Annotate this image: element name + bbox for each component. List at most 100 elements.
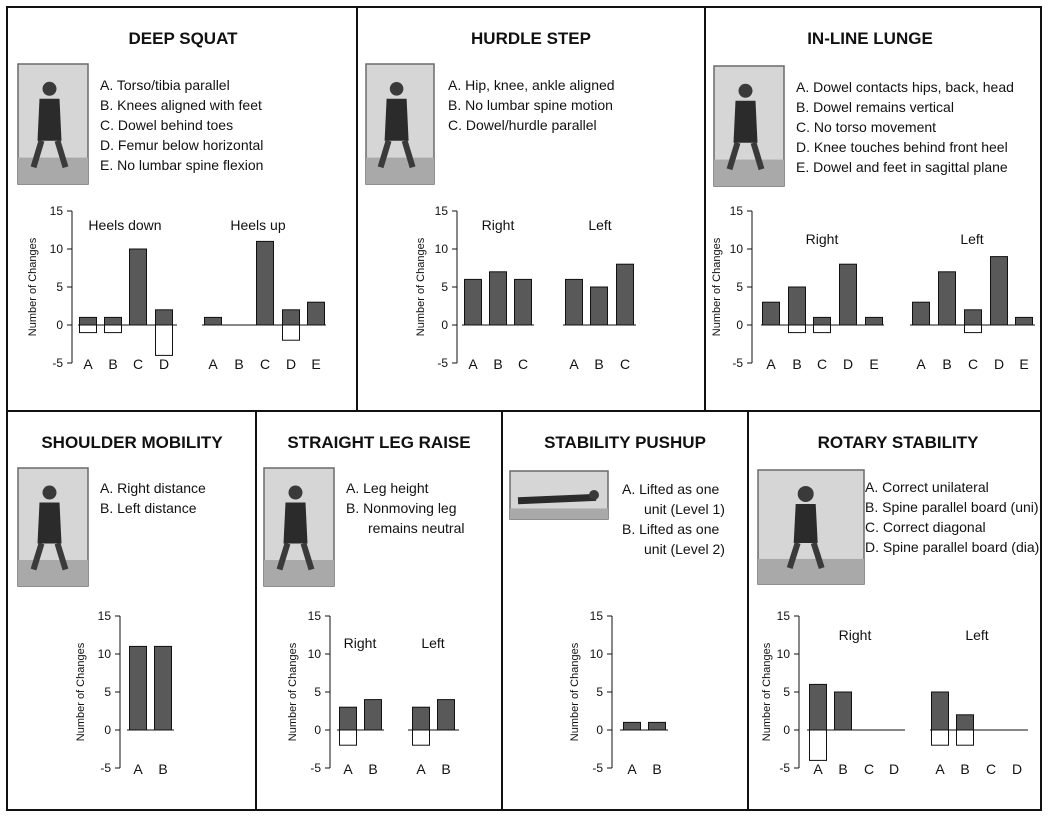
photo-floor	[714, 159, 784, 186]
bar-positive-c	[514, 278, 532, 326]
y-tick-label: 15	[435, 204, 449, 218]
category-label: C	[620, 356, 630, 372]
category-label: B	[108, 356, 117, 372]
category-label: B	[234, 356, 243, 372]
y-axis-label: Number of Changes	[27, 237, 39, 336]
group-label: Left	[960, 231, 983, 247]
bar-positive-d	[839, 263, 857, 326]
y-tick-label: -5	[779, 761, 790, 775]
criterion-item: D. Femur below horizontal	[100, 137, 263, 153]
bar-negative-b	[104, 324, 122, 334]
athlete-head	[797, 485, 814, 502]
category-label: C	[864, 761, 874, 777]
bar-positive-c	[616, 263, 634, 326]
criterion-item: B. Knees aligned with feet	[100, 97, 262, 113]
panel-hurdle-step: HURDLE STEP A. Hip, knee, ankle aligned B.…	[365, 29, 636, 372]
y-tick-label: 15	[308, 609, 322, 623]
criterion-item: A. Lifted as one	[622, 481, 720, 497]
bar-positive-e	[307, 301, 325, 326]
bar-negative-a	[809, 729, 827, 761]
group-label: Right	[482, 217, 515, 233]
group-label: Right	[344, 635, 377, 651]
bar-positive-b	[154, 645, 172, 731]
criterion-item: unit (Level 1)	[644, 501, 725, 517]
category-label: D	[843, 356, 853, 372]
category-label: B	[960, 761, 969, 777]
panel-straight-leg-raise: STRAIGHT LEG RAISE A. Leg height B. Nonmov…	[263, 433, 471, 777]
bar-negative-c	[964, 324, 982, 334]
bar-positive-a	[565, 278, 583, 326]
bar-group: Right A B C D	[807, 627, 905, 777]
exercise-photo	[713, 65, 785, 187]
criterion-item: E. No lumbar spine flexion	[100, 157, 263, 173]
panel-shoulder-mobility: SHOULDER MOBILITY A. Right distance B. Lef…	[17, 433, 223, 777]
bar-positive-a	[762, 301, 780, 326]
category-label: A	[916, 356, 926, 372]
category-label: A	[935, 761, 945, 777]
athlete-legs	[726, 141, 765, 171]
bar-positive-a	[464, 278, 482, 326]
bar-positive-b	[648, 721, 666, 731]
criterion-item: A. Hip, knee, ankle aligned	[448, 77, 615, 93]
criterion-item: A. Leg height	[346, 480, 429, 496]
criterion-item: remains neutral	[368, 520, 465, 536]
bar-positive-c	[964, 309, 982, 326]
y-tick-label: 0	[596, 723, 603, 737]
athlete-head	[42, 81, 57, 96]
y-tick-label: 15	[50, 204, 64, 218]
y-tick-label: 10	[730, 242, 744, 256]
y-tick-label: 0	[56, 318, 63, 332]
y-tick-label: 15	[730, 204, 744, 218]
category-label: D	[889, 761, 899, 777]
y-tick-label: 15	[590, 609, 604, 623]
bar-positive-a	[204, 316, 222, 326]
exercise-photo	[509, 470, 609, 520]
y-tick-label: 5	[736, 280, 743, 294]
category-label: D	[994, 356, 1004, 372]
bar-positive-a	[412, 706, 430, 731]
category-label: A	[569, 356, 579, 372]
photo-floor	[366, 157, 434, 184]
y-axis-label: Number of Changes	[415, 237, 427, 336]
criterion-item: D. Knee touches behind front heel	[796, 139, 1008, 155]
exercise-photo	[263, 467, 335, 587]
criterion-item: C. Dowel/hurdle parallel	[448, 117, 597, 133]
panel-in-line-lunge: IN-LINE LUNGE A. Dowel contacts hips, bac…	[711, 29, 1035, 372]
criterion-item: C. Correct diagonal	[865, 519, 986, 535]
y-tick-label: -5	[732, 356, 743, 370]
athlete-legs	[276, 542, 315, 571]
category-label: E	[1019, 356, 1028, 372]
category-label: A	[813, 761, 823, 777]
y-axis: 15 10 5 0 -5 Number of Changes	[569, 609, 613, 775]
exercise-photo	[365, 63, 435, 185]
bar-group: Left A B C D	[930, 627, 1028, 777]
group-label: Left	[965, 627, 988, 643]
y-axis: 15 10 5 0 -5 Number of Changes	[711, 204, 753, 370]
category-label: C	[133, 356, 143, 372]
category-label: D	[286, 356, 296, 372]
y-axis: 15 10 5 0 -5 Number of Changes	[27, 204, 73, 370]
y-axis-label: Number of Changes	[711, 237, 723, 336]
bar-negative-b	[788, 324, 806, 334]
y-tick-label: -5	[437, 356, 448, 370]
y-tick-label: -5	[52, 356, 63, 370]
y-axis-label: Number of Changes	[761, 642, 773, 741]
panel-title: HURDLE STEP	[471, 29, 591, 48]
criterion-item: B. Nonmoving leg	[346, 500, 457, 516]
bar-positive-d	[990, 256, 1008, 326]
bar-positive-b	[788, 286, 806, 326]
bar-negative-a	[931, 729, 949, 746]
bar-positive-c	[813, 316, 831, 326]
photo-floor	[264, 560, 334, 586]
bar-positive-c	[256, 240, 274, 326]
exercise-photo	[17, 63, 89, 185]
y-tick-label: 5	[441, 280, 448, 294]
panel-title: STABILITY PUSHUP	[544, 433, 706, 452]
category-label: D	[1012, 761, 1022, 777]
bar-positive-b	[834, 691, 852, 731]
athlete-torso	[283, 502, 308, 544]
criterion-item: B. Spine parallel board (uni)	[865, 499, 1039, 515]
category-label: B	[441, 761, 450, 777]
